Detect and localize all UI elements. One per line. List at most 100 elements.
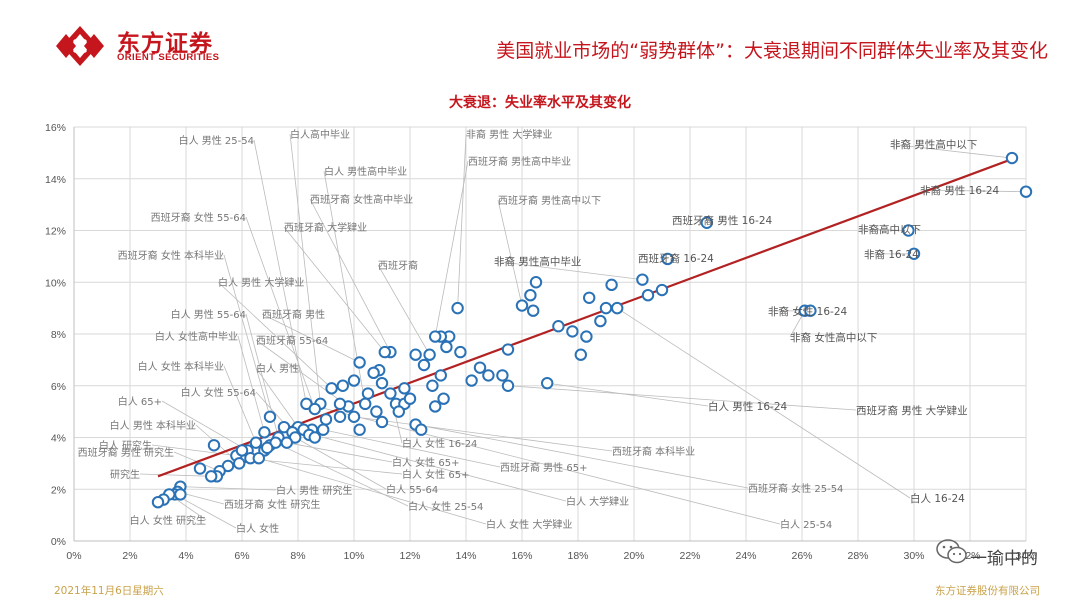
data-point — [375, 415, 389, 429]
data-point — [193, 462, 207, 475]
data-point — [501, 343, 515, 356]
data-point — [426, 379, 439, 392]
point-label: 西班牙裔 男性 大学肄业 — [856, 404, 968, 417]
data-point — [473, 361, 487, 374]
data-points — [151, 151, 1033, 509]
label-leader-line — [223, 365, 257, 443]
x-tick-label: 20% — [623, 550, 644, 562]
point-label: 白人 女性 大学肄业 — [486, 518, 572, 531]
label-leader-line — [377, 264, 430, 355]
data-point — [263, 410, 277, 423]
x-tick-label: 28% — [847, 550, 868, 562]
data-point — [700, 216, 713, 229]
label-leader-line — [323, 429, 501, 468]
data-point — [207, 439, 221, 452]
label-leader-line — [507, 385, 857, 411]
data-point — [403, 392, 417, 405]
wechat-icon — [936, 539, 967, 564]
point-label: 西班牙裔 — [378, 259, 418, 272]
data-point — [151, 495, 165, 509]
label-leader-line — [289, 133, 321, 404]
data-point — [451, 301, 464, 315]
label-leader-line — [151, 444, 237, 457]
point-label: 白人 男性 16-24 — [708, 400, 788, 413]
point-label: 白人 女性高中毕业 — [155, 330, 238, 343]
data-point — [333, 410, 347, 423]
data-point — [661, 252, 674, 266]
label-leader-line — [415, 424, 749, 489]
data-point — [308, 402, 321, 416]
data-point — [361, 387, 375, 400]
label-leader-line — [237, 335, 265, 433]
label-leader-line — [353, 416, 613, 452]
data-point — [367, 366, 380, 380]
label-leader-line — [139, 473, 212, 477]
point-label: 西班牙裔 男性 65+ — [500, 461, 587, 474]
data-point — [524, 288, 537, 302]
point-label: 白人 男性 55-64 — [171, 308, 246, 321]
point-label: 非裔 男性高中以下 — [890, 138, 977, 151]
x-tick-label: 16% — [511, 550, 532, 562]
data-point — [333, 397, 347, 411]
data-point — [392, 405, 405, 418]
data-point — [417, 358, 431, 372]
x-tick-label: 12% — [399, 550, 420, 562]
point-label: 西班牙裔 55-64 — [256, 334, 328, 347]
label-leader-line — [919, 189, 1027, 193]
data-point — [541, 376, 554, 390]
data-point — [611, 301, 624, 315]
y-tick-label: 4% — [51, 433, 66, 445]
data-point — [347, 410, 361, 423]
data-point — [409, 348, 422, 361]
axes: 0% 2% 4% 6% 8% 10% 12% 14% 16% 0% 2% 4% 6% 8% 10% 12% 14… — [45, 122, 1037, 562]
data-point — [336, 379, 349, 392]
data-point — [415, 423, 428, 436]
data-point — [319, 413, 333, 426]
data-point — [370, 405, 383, 418]
data-point — [308, 431, 321, 444]
data-point — [174, 488, 187, 501]
x-tick-label: 10% — [343, 550, 364, 562]
label-leader-line — [261, 313, 360, 363]
point-label: 白人 大学肄业 — [566, 495, 629, 508]
data-point — [599, 301, 613, 315]
point-label: 白人 65+ — [118, 395, 162, 408]
data-point — [325, 382, 338, 395]
data-point — [235, 444, 249, 457]
y-tick-label: 16% — [45, 122, 66, 134]
logo-text-cn: 东方证券 — [117, 31, 213, 57]
footer-company: 东方证券股份有限公司 — [935, 585, 1040, 597]
label-leader-line — [255, 339, 349, 407]
label-leader-line — [286, 442, 393, 463]
label-leader-line — [223, 254, 271, 417]
point-label: 白人 女性 研究生 — [130, 514, 206, 527]
point-label: 白人高中毕业 — [290, 128, 350, 141]
point-label: 白人 男性 25-54 — [179, 134, 254, 147]
y-tick-label: 14% — [45, 174, 66, 186]
point-label: 白人 16-24 — [910, 492, 965, 505]
data-point — [1019, 185, 1033, 198]
point-label: 西班牙裔 女性 55-64 — [151, 211, 246, 224]
point-label: 白人 女性 25-54 — [408, 500, 483, 513]
point-label: 白人 男性 本科毕业 — [110, 419, 196, 432]
data-point — [353, 356, 366, 369]
x-tick-label: 8% — [290, 550, 305, 562]
logo-text-en: ORIENT SECURITIES — [117, 52, 220, 63]
data-point — [566, 325, 579, 338]
data-point — [583, 291, 596, 304]
point-label: 白人 女性 65+ — [392, 456, 459, 469]
data-point — [804, 304, 817, 317]
point-label: 非裔 男性 大学肄业 — [466, 128, 552, 141]
label-leader-line — [253, 139, 307, 404]
point-label: 研究生 — [110, 468, 140, 481]
label-leader-line — [161, 400, 248, 451]
x-tick-label: 18% — [567, 550, 588, 562]
data-point — [423, 348, 436, 361]
data-point — [574, 348, 587, 361]
data-point — [636, 273, 649, 286]
x-tick-label: 30% — [903, 550, 924, 562]
label-leader-line — [245, 216, 316, 410]
data-point — [353, 423, 366, 436]
